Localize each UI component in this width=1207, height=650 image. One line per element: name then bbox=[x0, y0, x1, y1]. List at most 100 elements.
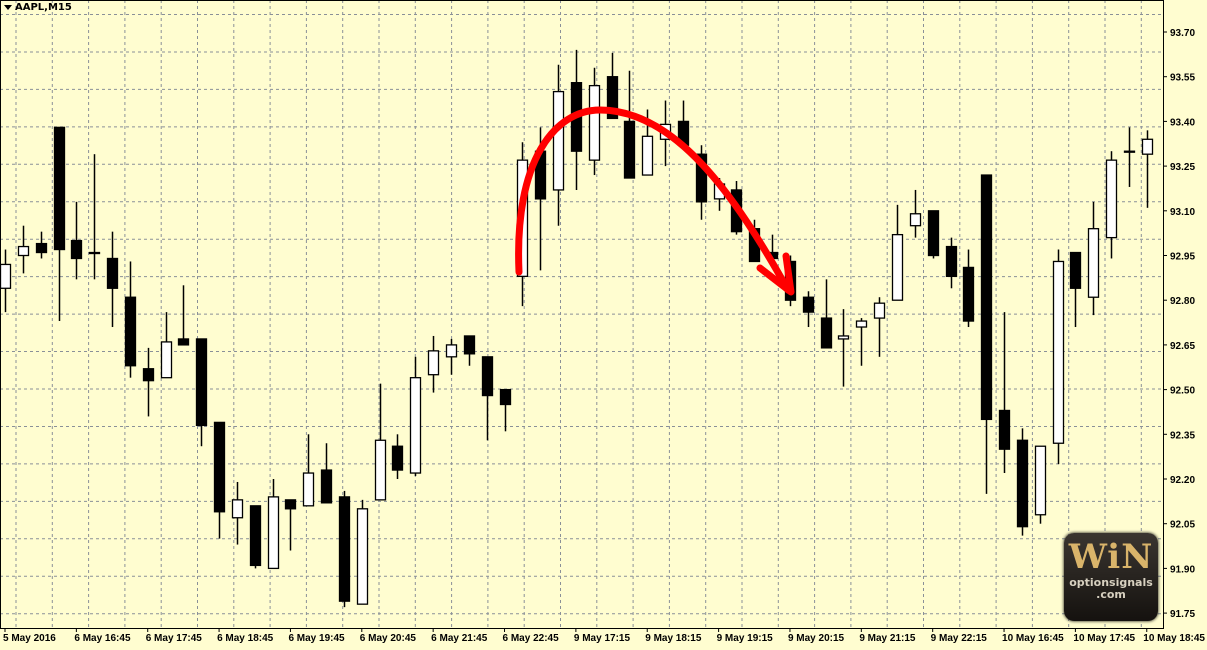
candle-body bbox=[213, 421, 226, 513]
candle-body bbox=[820, 317, 833, 349]
candle-body bbox=[195, 338, 208, 427]
candle bbox=[677, 100, 690, 146]
candle-body bbox=[606, 76, 619, 120]
candle-body bbox=[1123, 150, 1136, 153]
candle-body bbox=[802, 296, 815, 313]
candle-body bbox=[0, 263, 12, 289]
candle-body bbox=[35, 242, 48, 254]
y-tick-label: 91.90 bbox=[1170, 564, 1195, 575]
candle bbox=[499, 388, 512, 432]
candle-body bbox=[1069, 251, 1082, 289]
x-tick-label: 6 May 18:45 bbox=[217, 633, 274, 644]
candle-body bbox=[499, 388, 512, 406]
trend-arrow-head bbox=[756, 252, 795, 296]
candle bbox=[374, 383, 387, 501]
logo: WiN optionsignals .com bbox=[1064, 533, 1158, 621]
candle-body bbox=[249, 505, 262, 567]
candle bbox=[356, 499, 369, 605]
candle-body bbox=[588, 84, 601, 161]
candle-body bbox=[945, 245, 958, 278]
candle-body bbox=[17, 245, 30, 257]
candle bbox=[88, 154, 101, 280]
candle-body bbox=[284, 499, 297, 510]
candle-body bbox=[980, 174, 993, 421]
x-tick-label: 9 May 19:15 bbox=[717, 633, 774, 644]
x-tick-label: 10 May 16:45 bbox=[1002, 633, 1064, 644]
candle bbox=[267, 479, 280, 570]
y-tick-label: 93.55 bbox=[1170, 73, 1195, 84]
x-tick-label: 9 May 20:15 bbox=[788, 633, 845, 644]
candle-body bbox=[445, 344, 458, 358]
candle bbox=[873, 297, 886, 357]
candle-body bbox=[267, 496, 280, 570]
candle bbox=[35, 231, 48, 259]
candle bbox=[588, 67, 601, 176]
candle bbox=[962, 249, 975, 328]
candle-body bbox=[552, 90, 565, 191]
candle bbox=[980, 174, 993, 494]
chart-title: AAPL,M15 bbox=[4, 2, 72, 13]
candle bbox=[820, 279, 833, 349]
x-tick-label: 9 May 21:15 bbox=[859, 633, 916, 644]
y-tick-label: 93.70 bbox=[1170, 28, 1195, 39]
candle bbox=[837, 309, 850, 387]
y-tick-label: 91.75 bbox=[1170, 609, 1195, 620]
x-tick-label: 9 May 17:15 bbox=[574, 633, 631, 644]
candle-body bbox=[356, 508, 369, 605]
candle bbox=[481, 356, 494, 441]
y-tick-label: 92.80 bbox=[1170, 296, 1195, 307]
candle-body bbox=[142, 368, 155, 382]
candle-body bbox=[641, 135, 654, 176]
logo-subtext-domain: .com bbox=[1096, 588, 1126, 601]
candle bbox=[623, 70, 636, 179]
candle bbox=[213, 421, 226, 539]
candle bbox=[177, 285, 190, 346]
candle bbox=[927, 210, 940, 259]
candle bbox=[855, 318, 868, 366]
x-tick-label: 9 May 18:15 bbox=[645, 633, 702, 644]
candle-body bbox=[463, 335, 476, 355]
candle bbox=[195, 338, 208, 447]
candle bbox=[1052, 249, 1065, 465]
candle bbox=[1016, 428, 1029, 536]
candle-body bbox=[927, 210, 940, 257]
candle-body bbox=[160, 341, 173, 379]
candle-body bbox=[909, 213, 922, 227]
candle bbox=[53, 126, 66, 322]
candle bbox=[338, 490, 351, 608]
candle bbox=[1034, 445, 1047, 524]
candle bbox=[1123, 127, 1136, 187]
candle-body bbox=[1052, 260, 1065, 444]
y-tick-label: 92.65 bbox=[1170, 341, 1195, 352]
candle-body bbox=[70, 239, 83, 260]
candle bbox=[427, 335, 440, 393]
candle-body bbox=[427, 350, 440, 376]
candle-body bbox=[1034, 445, 1047, 516]
candle-body bbox=[1141, 138, 1154, 155]
candle bbox=[891, 204, 904, 301]
triangle-down-icon[interactable] bbox=[4, 5, 12, 10]
logo-subtext: optionsignals bbox=[1069, 576, 1153, 589]
candle-body bbox=[998, 409, 1011, 450]
logo-text: WiN bbox=[1068, 537, 1154, 577]
candle bbox=[0, 249, 12, 313]
y-tick-label: 93.40 bbox=[1170, 117, 1195, 128]
candle-body bbox=[391, 445, 404, 471]
y-tick-label: 93.10 bbox=[1170, 207, 1195, 218]
candle-body bbox=[320, 469, 333, 504]
trend-arrow-curve bbox=[515, 106, 792, 294]
candle bbox=[945, 237, 958, 289]
candle-body bbox=[338, 496, 351, 602]
x-tick-label: 10 May 18:45 bbox=[1143, 633, 1205, 644]
candle-body bbox=[623, 120, 636, 179]
candle-body bbox=[302, 472, 315, 507]
candle bbox=[142, 347, 155, 417]
x-tick-label: 6 May 17:45 bbox=[146, 633, 203, 644]
candle bbox=[1141, 130, 1154, 208]
candle-body bbox=[1016, 439, 1029, 528]
candle-body bbox=[1087, 228, 1100, 298]
candle bbox=[284, 499, 297, 551]
candle-body bbox=[1105, 159, 1118, 239]
